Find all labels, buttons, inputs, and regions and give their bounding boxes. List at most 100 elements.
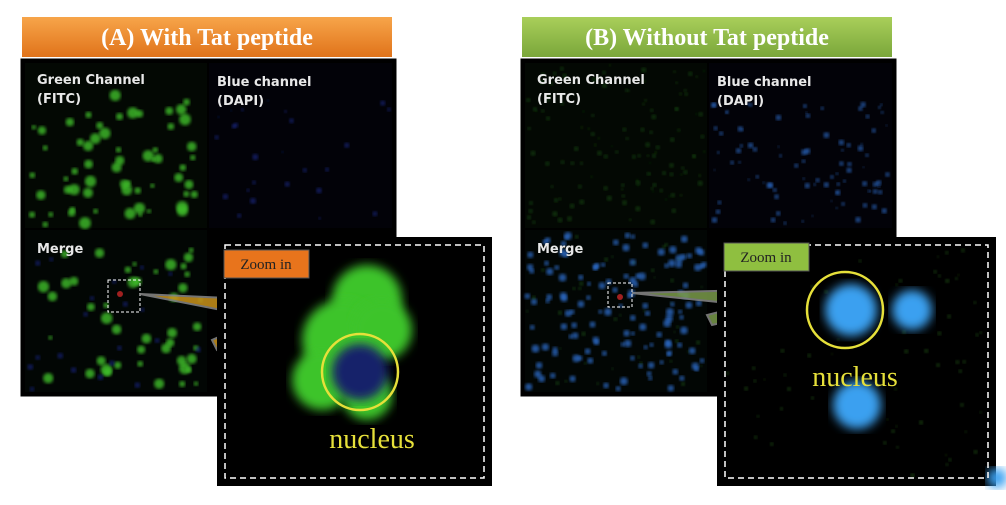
- cell: [697, 180, 703, 186]
- cell: [696, 340, 701, 345]
- cell: [184, 179, 194, 190]
- cell: [231, 124, 236, 129]
- cell: [894, 387, 897, 391]
- cell: [668, 195, 671, 198]
- cell: [679, 92, 682, 96]
- cell: [250, 198, 256, 204]
- cell: [780, 349, 785, 353]
- cell: [82, 187, 94, 198]
- cell: [557, 217, 563, 223]
- cell: [753, 435, 758, 440]
- cell: [535, 362, 543, 369]
- cell: [252, 180, 256, 185]
- cell: [569, 203, 575, 209]
- cell: [380, 100, 386, 106]
- cell: [549, 82, 553, 86]
- cell: [597, 150, 602, 156]
- panel-header: [522, 17, 892, 57]
- cell: [630, 234, 636, 239]
- blue-label: Blue channel: [217, 75, 311, 90]
- cell: [528, 208, 533, 214]
- cell: [555, 381, 560, 385]
- cell: [567, 216, 572, 222]
- cell: [603, 382, 609, 389]
- cell: [178, 283, 188, 293]
- cell: [947, 314, 951, 319]
- cell: [29, 386, 35, 392]
- cell: [579, 161, 584, 165]
- cell: [525, 309, 529, 313]
- cell: [134, 382, 141, 388]
- cell: [63, 176, 69, 182]
- cell: [603, 186, 608, 191]
- cell: [97, 374, 104, 380]
- cell: [881, 208, 887, 214]
- cell: [937, 274, 941, 278]
- cell: [538, 375, 546, 383]
- cell: [183, 252, 194, 263]
- cell: [630, 331, 635, 336]
- cell: [679, 375, 685, 381]
- cell: [944, 454, 948, 457]
- cell: [775, 211, 781, 216]
- cell: [572, 354, 581, 363]
- cell: [560, 295, 568, 302]
- cell: [647, 361, 655, 369]
- cell: [979, 331, 983, 335]
- cell: [611, 255, 614, 258]
- cell: [945, 278, 950, 283]
- cell: [526, 98, 531, 103]
- cell: [869, 190, 872, 193]
- cell: [962, 360, 966, 364]
- cell: [877, 105, 881, 109]
- panel-title: (B) Without Tat peptide: [585, 25, 829, 51]
- cell: [532, 220, 536, 225]
- cell: [804, 148, 811, 154]
- cell: [836, 338, 840, 341]
- cell: [289, 118, 294, 124]
- cell: [663, 319, 672, 328]
- blue-label: (DAPI): [717, 94, 764, 109]
- cell: [621, 183, 625, 187]
- cell: [137, 360, 144, 367]
- cell: [550, 185, 554, 189]
- cell: [670, 192, 676, 198]
- cell: [835, 172, 839, 176]
- cell: [65, 117, 75, 127]
- cell: [387, 107, 391, 112]
- cell: [872, 189, 878, 194]
- cell: [586, 281, 592, 287]
- cell: [571, 322, 577, 329]
- cell: [730, 160, 735, 165]
- blue-label: Blue channel: [717, 75, 811, 90]
- cell: [756, 415, 760, 418]
- cell: [70, 367, 77, 373]
- cell: [47, 291, 58, 302]
- cell: [176, 355, 187, 366]
- cell: [642, 302, 649, 309]
- cell: [830, 352, 834, 355]
- cell: [865, 114, 870, 119]
- cell: [841, 148, 844, 152]
- cell: [541, 72, 545, 77]
- cell: [49, 257, 54, 262]
- cell: [883, 441, 887, 445]
- cell: [669, 301, 672, 304]
- cell: [69, 206, 76, 213]
- cell: [590, 132, 595, 137]
- cell: [683, 170, 688, 175]
- cell: [532, 107, 537, 112]
- nucleus-stain: [892, 290, 932, 330]
- cell: [698, 174, 702, 178]
- cell: [601, 350, 607, 356]
- cell: [527, 215, 532, 220]
- cell: [560, 323, 568, 330]
- cell: [325, 167, 330, 172]
- cell: [37, 280, 50, 293]
- cell: [61, 278, 72, 289]
- cell: [924, 348, 929, 353]
- cell: [154, 338, 160, 343]
- cell: [747, 178, 750, 181]
- cell: [656, 331, 662, 338]
- cell: [726, 371, 730, 375]
